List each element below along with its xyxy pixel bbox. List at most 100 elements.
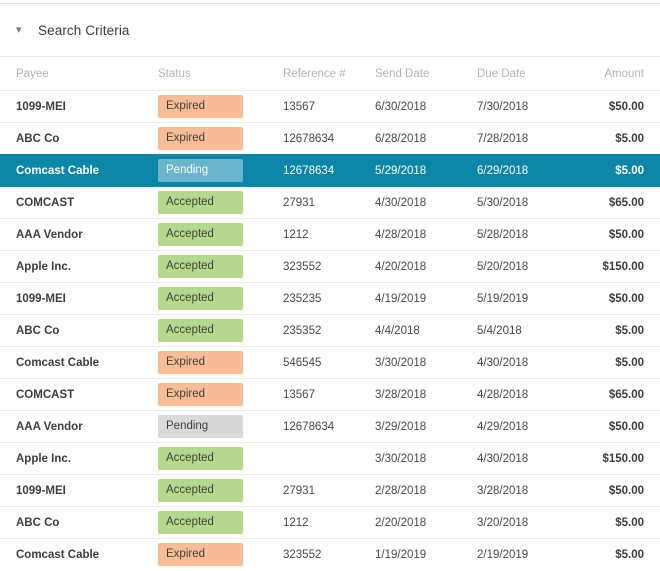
due-date-cell: 5/19/2019 xyxy=(477,292,529,305)
amount-cell: $65.00 xyxy=(608,196,644,209)
send-date-cell: 4/30/2018 xyxy=(375,196,427,209)
reference-cell: 323552 xyxy=(283,548,322,561)
table-row[interactable]: 1099-MEI Accepted 27931 2/28/2018 3/28/2… xyxy=(0,474,660,506)
payments-panel: ▾ Search Criteria Payee Status Reference… xyxy=(0,3,660,570)
payee-cell: Comcast Cable xyxy=(16,356,100,369)
table-body: 1099-MEI Expired 13567 6/30/2018 7/30/20… xyxy=(0,90,660,570)
status-cell: Expired xyxy=(158,127,283,150)
send-date-cell: 4/28/2018 xyxy=(375,228,427,241)
payee-cell: Apple Inc. xyxy=(16,260,71,273)
table-row[interactable]: Apple Inc. Accepted 3/30/2018 4/30/2018 … xyxy=(0,442,660,474)
status-badge: Accepted xyxy=(158,287,243,310)
status-cell: Accepted xyxy=(158,223,283,246)
due-date-cell: 4/29/2018 xyxy=(477,420,529,433)
amount-cell: $50.00 xyxy=(608,292,644,305)
status-badge: Accepted xyxy=(158,223,243,246)
column-header-amount[interactable]: Amount xyxy=(604,67,644,80)
status-cell: Accepted xyxy=(158,479,283,502)
amount-cell: $5.00 xyxy=(615,356,644,369)
amount-cell: $50.00 xyxy=(608,228,644,241)
reference-cell: 27931 xyxy=(283,484,315,497)
table-header-row: Payee Status Reference # Send Date Due D… xyxy=(0,56,660,90)
column-header-send-date[interactable]: Send Date xyxy=(375,67,430,80)
column-header-reference[interactable]: Reference # xyxy=(283,67,346,80)
status-cell: Expired xyxy=(158,95,283,118)
table-row[interactable]: Comcast Cable Expired 323552 1/19/2019 2… xyxy=(0,538,660,570)
table-row[interactable]: 1099-MEI Accepted 235235 4/19/2019 5/19/… xyxy=(0,282,660,314)
status-badge: Expired xyxy=(158,383,243,406)
status-cell: Pending xyxy=(158,159,283,182)
send-date-cell: 2/20/2018 xyxy=(375,516,427,529)
section-title: Search Criteria xyxy=(38,22,130,38)
due-date-cell: 5/28/2018 xyxy=(477,228,529,241)
amount-cell: $5.00 xyxy=(615,516,644,529)
reference-cell: 13567 xyxy=(283,100,315,113)
payee-cell: Comcast Cable xyxy=(16,164,100,177)
status-cell: Accepted xyxy=(158,287,283,310)
amount-cell: $5.00 xyxy=(615,548,644,561)
payee-cell: COMCAST xyxy=(16,196,75,209)
amount-cell: $50.00 xyxy=(608,484,644,497)
send-date-cell: 6/30/2018 xyxy=(375,100,427,113)
payee-cell: 1099-MEI xyxy=(16,292,66,305)
status-badge: Pending xyxy=(158,159,243,182)
send-date-cell: 3/28/2018 xyxy=(375,388,427,401)
send-date-cell: 4/20/2018 xyxy=(375,260,427,273)
payee-cell: AAA Vendor xyxy=(16,228,83,241)
due-date-cell: 3/28/2018 xyxy=(477,484,529,497)
status-badge: Accepted xyxy=(158,191,243,214)
send-date-cell: 3/30/2018 xyxy=(375,452,427,465)
send-date-cell: 3/30/2018 xyxy=(375,356,427,369)
payee-cell: 1099-MEI xyxy=(16,484,66,497)
status-cell: Accepted xyxy=(158,191,283,214)
payee-cell: COMCAST xyxy=(16,388,75,401)
column-header-due-date[interactable]: Due Date xyxy=(477,67,526,80)
payee-cell: Apple Inc. xyxy=(16,452,71,465)
status-badge: Accepted xyxy=(158,319,243,342)
due-date-cell: 7/28/2018 xyxy=(477,132,529,145)
send-date-cell: 4/19/2019 xyxy=(375,292,427,305)
status-badge: Accepted xyxy=(158,479,243,502)
table-row[interactable]: COMCAST Accepted 27931 4/30/2018 5/30/20… xyxy=(0,186,660,218)
reference-cell: 1212 xyxy=(283,516,309,529)
payee-cell: 1099-MEI xyxy=(16,100,66,113)
table-row[interactable]: ABC Co Accepted 1212 2/20/2018 3/20/2018… xyxy=(0,506,660,538)
table-row[interactable]: Comcast Cable Pending 12678634 5/29/2018… xyxy=(0,154,660,186)
due-date-cell: 5/20/2018 xyxy=(477,260,529,273)
table-row[interactable]: Apple Inc. Accepted 323552 4/20/2018 5/2… xyxy=(0,250,660,282)
amount-cell: $5.00 xyxy=(615,324,644,337)
status-badge: Accepted xyxy=(158,511,243,534)
send-date-cell: 1/19/2019 xyxy=(375,548,427,561)
amount-cell: $5.00 xyxy=(615,164,644,177)
search-criteria-header[interactable]: ▾ Search Criteria xyxy=(0,4,660,56)
due-date-cell: 4/30/2018 xyxy=(477,356,529,369)
chevron-down-icon: ▾ xyxy=(16,23,22,36)
due-date-cell: 5/4/2018 xyxy=(477,324,522,337)
table-row[interactable]: 1099-MEI Expired 13567 6/30/2018 7/30/20… xyxy=(0,90,660,122)
reference-cell: 235235 xyxy=(283,292,322,305)
column-header-status[interactable]: Status xyxy=(158,67,191,80)
column-header-payee[interactable]: Payee xyxy=(16,67,49,80)
table-row[interactable]: Comcast Cable Expired 546545 3/30/2018 4… xyxy=(0,346,660,378)
amount-cell: $50.00 xyxy=(608,420,644,433)
reference-cell: 27931 xyxy=(283,196,315,209)
amount-cell: $150.00 xyxy=(602,452,644,465)
amount-cell: $5.00 xyxy=(615,132,644,145)
status-badge: Accepted xyxy=(158,255,243,278)
table-row[interactable]: ABC Co Expired 12678634 6/28/2018 7/28/2… xyxy=(0,122,660,154)
status-cell: Pending xyxy=(158,415,283,438)
send-date-cell: 5/29/2018 xyxy=(375,164,427,177)
due-date-cell: 3/20/2018 xyxy=(477,516,529,529)
due-date-cell: 7/30/2018 xyxy=(477,100,529,113)
send-date-cell: 6/28/2018 xyxy=(375,132,427,145)
table-row[interactable]: ABC Co Accepted 235352 4/4/2018 5/4/2018… xyxy=(0,314,660,346)
table-row[interactable]: COMCAST Expired 13567 3/28/2018 4/28/201… xyxy=(0,378,660,410)
due-date-cell: 2/19/2019 xyxy=(477,548,529,561)
payee-cell: ABC Co xyxy=(16,516,60,529)
send-date-cell: 4/4/2018 xyxy=(375,324,420,337)
payee-cell: Comcast Cable xyxy=(16,548,100,561)
status-badge: Expired xyxy=(158,543,243,566)
status-badge: Expired xyxy=(158,95,243,118)
table-row[interactable]: AAA Vendor Pending 12678634 3/29/2018 4/… xyxy=(0,410,660,442)
table-row[interactable]: AAA Vendor Accepted 1212 4/28/2018 5/28/… xyxy=(0,218,660,250)
